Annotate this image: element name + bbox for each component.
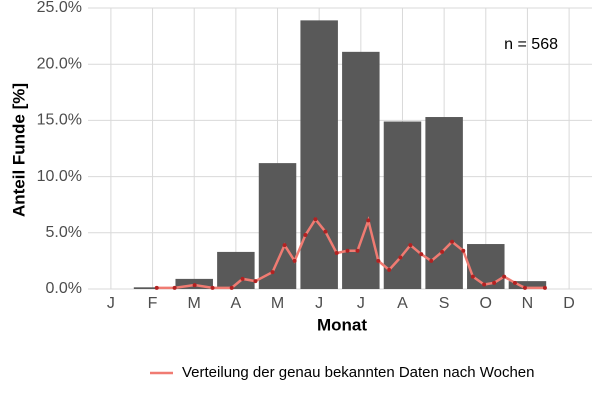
y-tick-label: 25.0% <box>37 0 82 16</box>
bar <box>508 281 547 289</box>
y-tick-label: 0.0% <box>46 280 82 297</box>
point <box>334 251 339 256</box>
point <box>366 218 371 223</box>
x-tick-label: F <box>148 295 158 312</box>
point <box>376 258 381 263</box>
x-axis-title: Monat <box>317 315 367 334</box>
point <box>172 285 177 290</box>
point <box>408 243 413 248</box>
x-tick-label: S <box>439 295 450 312</box>
point <box>461 248 466 253</box>
y-tick-label: 10.0% <box>37 168 82 185</box>
y-tick-label: 15.0% <box>37 112 82 129</box>
point <box>429 258 434 263</box>
point <box>502 274 507 279</box>
point <box>542 285 547 290</box>
bar <box>300 20 338 289</box>
x-tick-label: N <box>522 295 534 312</box>
point <box>512 280 517 285</box>
y-tick-label: 5.0% <box>46 224 82 241</box>
point <box>492 280 497 285</box>
point <box>292 258 297 263</box>
x-tick-label: M <box>188 295 201 312</box>
point <box>522 285 527 290</box>
x-tick-label: M <box>271 295 284 312</box>
point <box>313 217 318 222</box>
point <box>282 243 287 248</box>
point <box>419 252 424 257</box>
point <box>210 285 215 290</box>
x-tick-label: A <box>231 295 242 312</box>
bar <box>425 117 463 289</box>
point <box>240 276 245 281</box>
point <box>387 267 392 272</box>
y-axis-title: Anteil Funde [%] <box>9 83 28 217</box>
bar <box>342 51 380 289</box>
x-tick-label: J <box>357 295 365 312</box>
point <box>355 248 360 253</box>
point <box>482 282 487 287</box>
point <box>470 274 475 279</box>
point <box>229 285 234 290</box>
x-tick-label: D <box>563 295 575 312</box>
point <box>192 283 197 288</box>
legend-label: Verteilung der genau bekannten Daten nac… <box>182 364 535 381</box>
bar <box>383 121 422 289</box>
point <box>398 255 403 260</box>
x-tick-label: A <box>397 295 408 312</box>
point <box>154 285 159 290</box>
bar <box>467 244 505 289</box>
point <box>303 233 308 238</box>
point <box>323 229 328 234</box>
point <box>440 249 445 254</box>
annotation: n = 568 <box>504 36 558 53</box>
x-tick-label: J <box>107 295 115 312</box>
y-tick-label: 20.0% <box>37 55 82 72</box>
point <box>270 270 275 275</box>
x-tick-label: O <box>480 295 492 312</box>
bar <box>258 163 297 289</box>
point <box>450 239 455 244</box>
point <box>345 248 350 253</box>
bar <box>133 287 172 289</box>
point <box>253 279 258 284</box>
x-tick-label: J <box>315 295 323 312</box>
